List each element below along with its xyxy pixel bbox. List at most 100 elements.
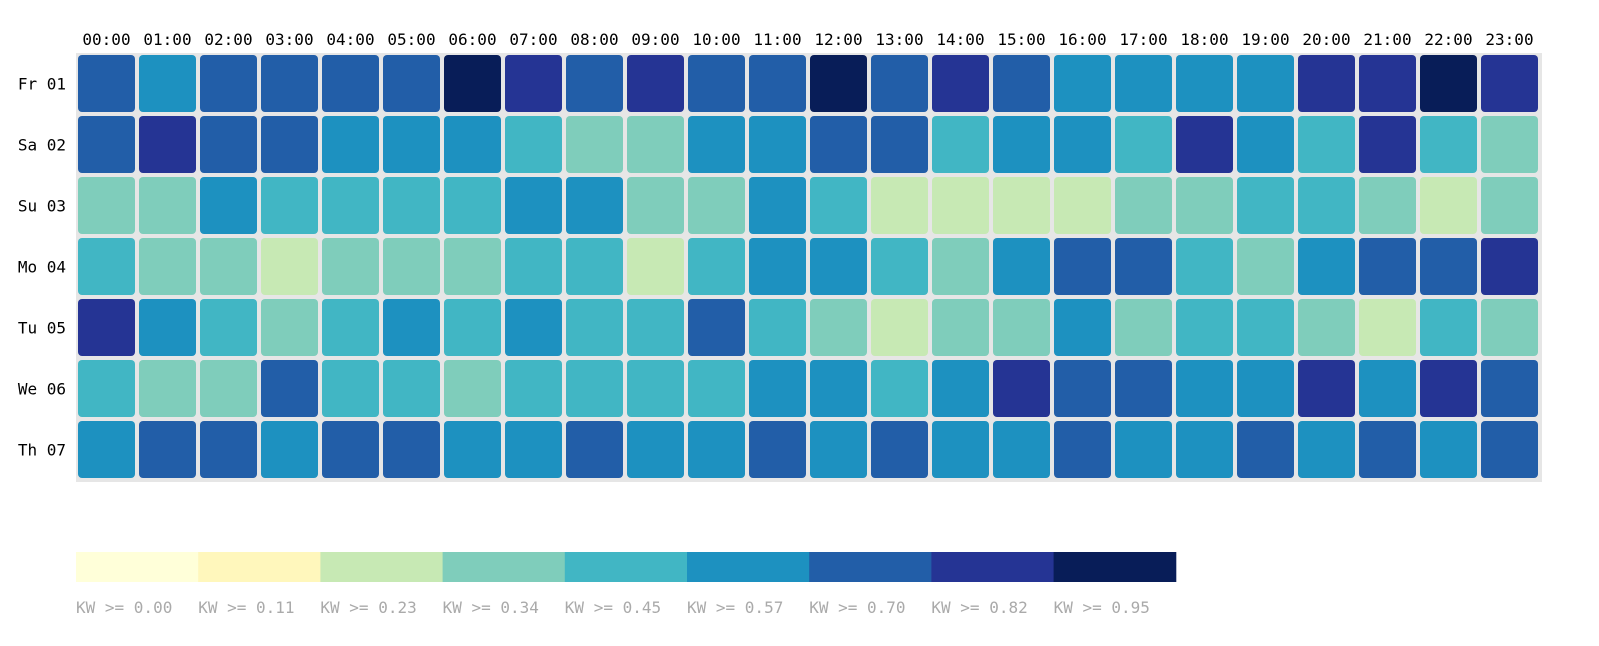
legend-swatch bbox=[687, 552, 810, 582]
heatmap-cell bbox=[932, 421, 989, 478]
heatmap-cell bbox=[1176, 421, 1233, 478]
heatmap-cell bbox=[322, 55, 379, 112]
heatmap-cell bbox=[1115, 55, 1172, 112]
heatmap-cell bbox=[505, 177, 562, 234]
heatmap-cell bbox=[383, 116, 440, 173]
heatmap-cell bbox=[1481, 116, 1538, 173]
heatmap-cell bbox=[322, 238, 379, 295]
heatmap-cell bbox=[1115, 238, 1172, 295]
heatmap-cell bbox=[810, 360, 867, 417]
heatmap-cell bbox=[749, 360, 806, 417]
heatmap-cell bbox=[322, 177, 379, 234]
heatmap-cell bbox=[1359, 299, 1416, 356]
heatmap-cell bbox=[200, 299, 257, 356]
heatmap-cell bbox=[1359, 177, 1416, 234]
heatmap-cell bbox=[505, 299, 562, 356]
hour-label: 10:00 bbox=[692, 30, 740, 49]
heatmap-cell bbox=[810, 421, 867, 478]
heatmap-cell bbox=[444, 421, 501, 478]
heatmap-cell bbox=[1298, 421, 1355, 478]
heatmap-cell bbox=[1420, 238, 1477, 295]
heatmap-cell bbox=[261, 55, 318, 112]
heatmap-cell bbox=[200, 421, 257, 478]
heatmap-cell bbox=[78, 177, 135, 234]
heatmap-cell bbox=[1481, 55, 1538, 112]
day-label: Mo 04 bbox=[18, 258, 66, 277]
day-label: Fr 01 bbox=[18, 75, 66, 94]
day-label: Th 07 bbox=[18, 441, 66, 460]
heatmap-cell bbox=[1420, 421, 1477, 478]
hour-label: 23:00 bbox=[1485, 30, 1533, 49]
legend-swatch bbox=[320, 552, 444, 582]
heatmap-cell bbox=[1237, 238, 1294, 295]
heatmap-cell bbox=[322, 360, 379, 417]
hour-label: 21:00 bbox=[1363, 30, 1411, 49]
heatmap-cell bbox=[1420, 299, 1477, 356]
heatmap-cell bbox=[1054, 177, 1111, 234]
heatmap-cell bbox=[1054, 238, 1111, 295]
heatmap-cell bbox=[1420, 55, 1477, 112]
heatmap-cell bbox=[78, 360, 135, 417]
heatmap-cell bbox=[749, 177, 806, 234]
heatmap-cell bbox=[749, 55, 806, 112]
heatmap-cell bbox=[993, 55, 1050, 112]
heatmap-cell bbox=[1054, 421, 1111, 478]
heatmap-cell bbox=[932, 238, 989, 295]
heatmap-cell bbox=[1481, 360, 1538, 417]
heatmap-cell bbox=[505, 360, 562, 417]
hour-label: 09:00 bbox=[631, 30, 679, 49]
heatmap-cell bbox=[505, 55, 562, 112]
heatmap-cell bbox=[1176, 360, 1233, 417]
heatmap-cell bbox=[444, 177, 501, 234]
heatmap-cell bbox=[1481, 421, 1538, 478]
heatmap-cell bbox=[871, 55, 928, 112]
hour-label: 12:00 bbox=[814, 30, 862, 49]
heatmap-cell bbox=[78, 421, 135, 478]
legend-swatch bbox=[931, 552, 1055, 582]
heatmap-cell bbox=[627, 177, 684, 234]
heatmap-cell bbox=[1298, 116, 1355, 173]
heatmap-cell bbox=[810, 55, 867, 112]
heatmap-cell bbox=[1054, 116, 1111, 173]
heatmap-cell bbox=[505, 238, 562, 295]
heatmap-cell bbox=[322, 421, 379, 478]
hour-label: 19:00 bbox=[1241, 30, 1289, 49]
heatmap-cell bbox=[566, 360, 623, 417]
legend-label: KW >= 0.70 bbox=[809, 598, 905, 617]
heatmap-cell bbox=[871, 421, 928, 478]
heatmap-cell bbox=[383, 360, 440, 417]
heatmap-cell bbox=[627, 360, 684, 417]
heatmap-cell bbox=[383, 55, 440, 112]
heatmap-cell bbox=[871, 238, 928, 295]
heatmap-cell bbox=[444, 360, 501, 417]
legend-label: KW >= 0.57 bbox=[687, 598, 783, 617]
heatmap-cell bbox=[139, 116, 196, 173]
heatmap-cell bbox=[810, 116, 867, 173]
hour-label: 04:00 bbox=[326, 30, 374, 49]
heatmap-cell bbox=[383, 177, 440, 234]
heatmap-cell bbox=[688, 360, 745, 417]
heatmap-cell bbox=[1176, 238, 1233, 295]
heatmap-cell bbox=[627, 55, 684, 112]
heatmap-cell bbox=[1176, 55, 1233, 112]
heatmap-cell bbox=[261, 360, 318, 417]
legend-swatch bbox=[809, 552, 932, 582]
heatmap-cell bbox=[688, 116, 745, 173]
heatmap-cell bbox=[1298, 360, 1355, 417]
heatmap-cell bbox=[261, 299, 318, 356]
heatmap-cell bbox=[749, 299, 806, 356]
heatmap-cell bbox=[993, 360, 1050, 417]
heatmap-cell bbox=[566, 299, 623, 356]
legend-label: KW >= 0.11 bbox=[198, 598, 294, 617]
heatmap-cell bbox=[1054, 360, 1111, 417]
heatmap-cell bbox=[444, 116, 501, 173]
hour-label: 11:00 bbox=[753, 30, 801, 49]
heatmap-cell bbox=[383, 299, 440, 356]
hour-label: 05:00 bbox=[387, 30, 435, 49]
hour-label: 14:00 bbox=[936, 30, 984, 49]
heatmap-cell bbox=[749, 238, 806, 295]
heatmap-cell bbox=[1237, 116, 1294, 173]
heatmap-cell bbox=[627, 299, 684, 356]
legend-label: KW >= 0.45 bbox=[565, 598, 661, 617]
heatmap-cell bbox=[261, 238, 318, 295]
